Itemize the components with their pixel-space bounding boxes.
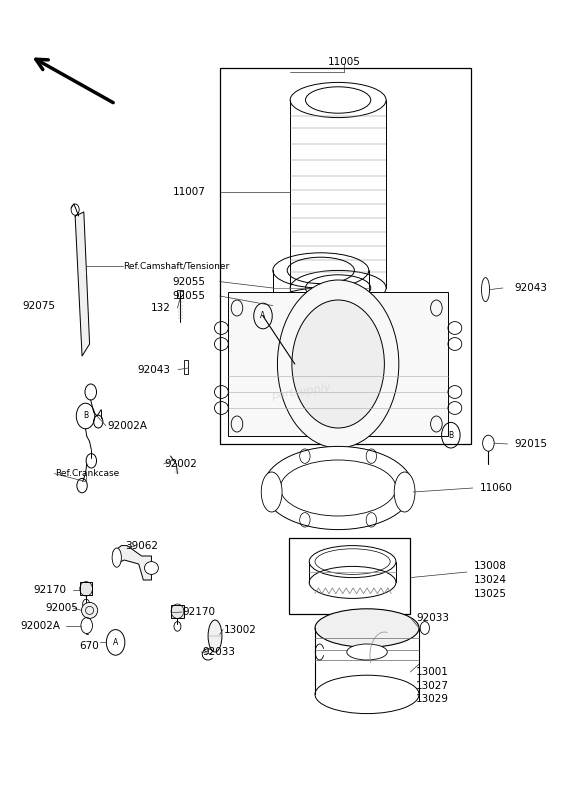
Text: 132: 132: [151, 303, 171, 313]
Ellipse shape: [112, 548, 121, 567]
Text: 92002A: 92002A: [107, 421, 147, 430]
Text: 92075: 92075: [23, 301, 56, 310]
Ellipse shape: [277, 280, 399, 448]
Text: 11060: 11060: [480, 483, 513, 493]
Ellipse shape: [263, 446, 413, 530]
Bar: [80, 582, 92, 595]
Ellipse shape: [394, 472, 415, 512]
Polygon shape: [113, 546, 151, 580]
Bar: [184, 360, 188, 374]
Bar: [220, 68, 471, 444]
Ellipse shape: [144, 562, 158, 574]
Text: Ref.Camshaft/Tensioner: Ref.Camshaft/Tensioner: [123, 261, 229, 270]
Bar: [289, 538, 410, 614]
Text: 92002: 92002: [165, 459, 198, 469]
Text: 92015: 92015: [514, 439, 547, 449]
Text: B: B: [83, 411, 88, 421]
Ellipse shape: [261, 472, 282, 512]
Bar: [177, 290, 183, 298]
Text: 13025: 13025: [474, 589, 507, 598]
Text: B: B: [449, 430, 453, 440]
Text: 13001: 13001: [416, 667, 449, 677]
Text: 92043: 92043: [138, 365, 171, 374]
Text: 92170: 92170: [34, 586, 66, 595]
Text: 13008: 13008: [474, 562, 507, 571]
Text: A: A: [260, 311, 266, 321]
Text: 92033: 92033: [416, 613, 449, 622]
Text: 670: 670: [80, 641, 99, 650]
Text: partsupply: partsupply: [271, 383, 331, 401]
Text: 13027: 13027: [416, 681, 449, 690]
Text: 13024: 13024: [474, 575, 507, 585]
Text: 92170: 92170: [183, 607, 216, 617]
Polygon shape: [75, 212, 90, 356]
Ellipse shape: [315, 609, 419, 647]
Bar: [228, 292, 448, 436]
Ellipse shape: [292, 300, 384, 428]
Text: Ref.Crankcase: Ref.Crankcase: [55, 469, 119, 478]
Text: 92055: 92055: [172, 277, 205, 286]
Ellipse shape: [347, 644, 387, 660]
Text: 13002: 13002: [224, 625, 257, 634]
Text: 92055: 92055: [172, 291, 205, 301]
Text: 11005: 11005: [328, 58, 360, 67]
Text: A: A: [113, 638, 118, 647]
Ellipse shape: [208, 620, 222, 652]
Ellipse shape: [81, 602, 98, 618]
Text: 39062: 39062: [125, 541, 158, 550]
Text: 92002A: 92002A: [21, 621, 61, 630]
Text: 92005: 92005: [45, 603, 78, 613]
Text: 92043: 92043: [514, 283, 547, 293]
Bar: [171, 605, 184, 618]
Text: 92033: 92033: [202, 647, 235, 657]
Text: 11007: 11007: [172, 187, 205, 197]
Text: 13029: 13029: [416, 694, 449, 704]
